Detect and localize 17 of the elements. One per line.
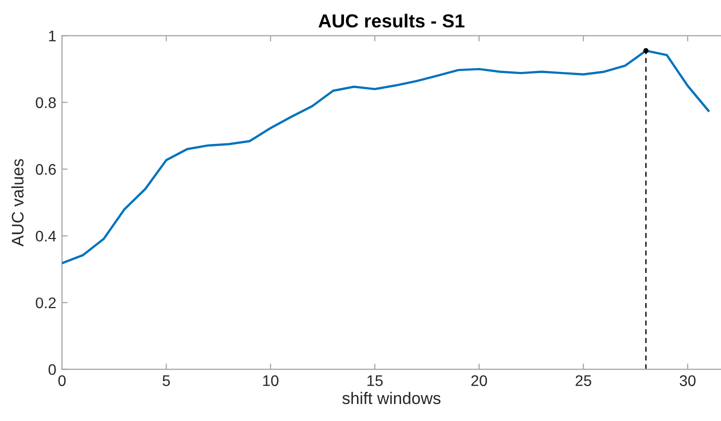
y-tick-label: 1	[49, 30, 56, 42]
x-tick-label: 25	[576, 375, 592, 386]
line-series	[62, 50, 710, 264]
y-tick-label: 0.6	[36, 164, 56, 175]
x-tick-label: 15	[367, 375, 383, 386]
x-tick-label: 0	[58, 375, 66, 386]
x-tick-label: 30	[680, 375, 696, 386]
y-tick-label: 0.2	[36, 297, 56, 308]
y-tick-label: 0.4	[36, 230, 56, 242]
chart-title: AUC results - S1	[318, 14, 464, 28]
x-tick-label: 5	[162, 375, 170, 386]
y-tick-label: 0	[48, 364, 56, 375]
y-axis-title: AUC values	[11, 159, 24, 246]
y-tick-label: 0.8	[36, 97, 56, 108]
x-tick-label: 20	[471, 375, 487, 386]
x-tick-label: 10	[263, 375, 278, 386]
x-axis-title: shift windows	[342, 392, 440, 404]
